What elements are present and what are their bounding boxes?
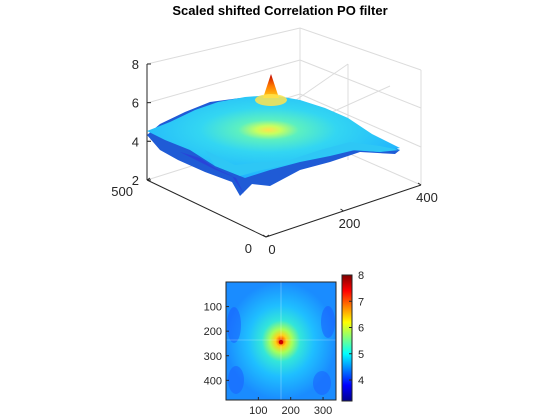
heatmap-cool-region <box>228 366 244 394</box>
z-tick-label: 2 <box>132 173 139 188</box>
x-axis-tick <box>417 182 422 186</box>
x-axis-tick <box>262 234 267 238</box>
chart-title: Scaled shifted Correlation PO filter <box>172 3 388 18</box>
heatmap-y-tick-label: 200 <box>204 326 222 338</box>
surface-front-edge <box>205 142 400 176</box>
heatmap-x-tick-label: 100 <box>249 405 267 417</box>
heatmap-y-tick-label: 100 <box>204 302 222 314</box>
heatmap-cool-region <box>313 371 331 395</box>
x-axis-tick <box>340 208 344 212</box>
surface-peak-base <box>255 94 287 106</box>
colorbar-tick-label: 6 <box>358 323 364 335</box>
y-axis-tick <box>265 234 270 238</box>
z-tick-label: 6 <box>132 96 139 111</box>
colorbar-tick-label: 7 <box>358 296 364 308</box>
y-tick-label: 0 <box>245 241 252 256</box>
heatmap-axes-box <box>225 281 337 401</box>
colorbar <box>341 274 353 402</box>
z-tick-label: 4 <box>132 134 139 149</box>
x-tick-label: 0 <box>268 242 275 257</box>
heatmap-cool-region <box>227 307 241 343</box>
heatmap-y-tick-label: 300 <box>204 351 222 363</box>
colorbar-tick-label: 4 <box>358 375 364 387</box>
colorbar-tick-label: 5 <box>358 349 364 361</box>
colorbar-tick-label: 8 <box>358 270 364 282</box>
heatmap-y-tick-label: 400 <box>204 375 222 387</box>
x-tick-label: 200 <box>339 216 361 231</box>
heatmap-peak <box>278 340 284 345</box>
heatmap-x-tick-label: 300 <box>314 405 332 417</box>
heatmap-cool-region <box>321 306 335 338</box>
heatmap-x-tick-label: 200 <box>282 405 300 417</box>
surface-peak <box>263 74 279 98</box>
z-tick-label: 8 <box>132 57 139 72</box>
x-tick-label: 400 <box>416 190 438 205</box>
surface-plot <box>147 74 400 196</box>
y-axis-tick <box>146 177 151 181</box>
y-tick-label: 500 <box>111 184 133 199</box>
